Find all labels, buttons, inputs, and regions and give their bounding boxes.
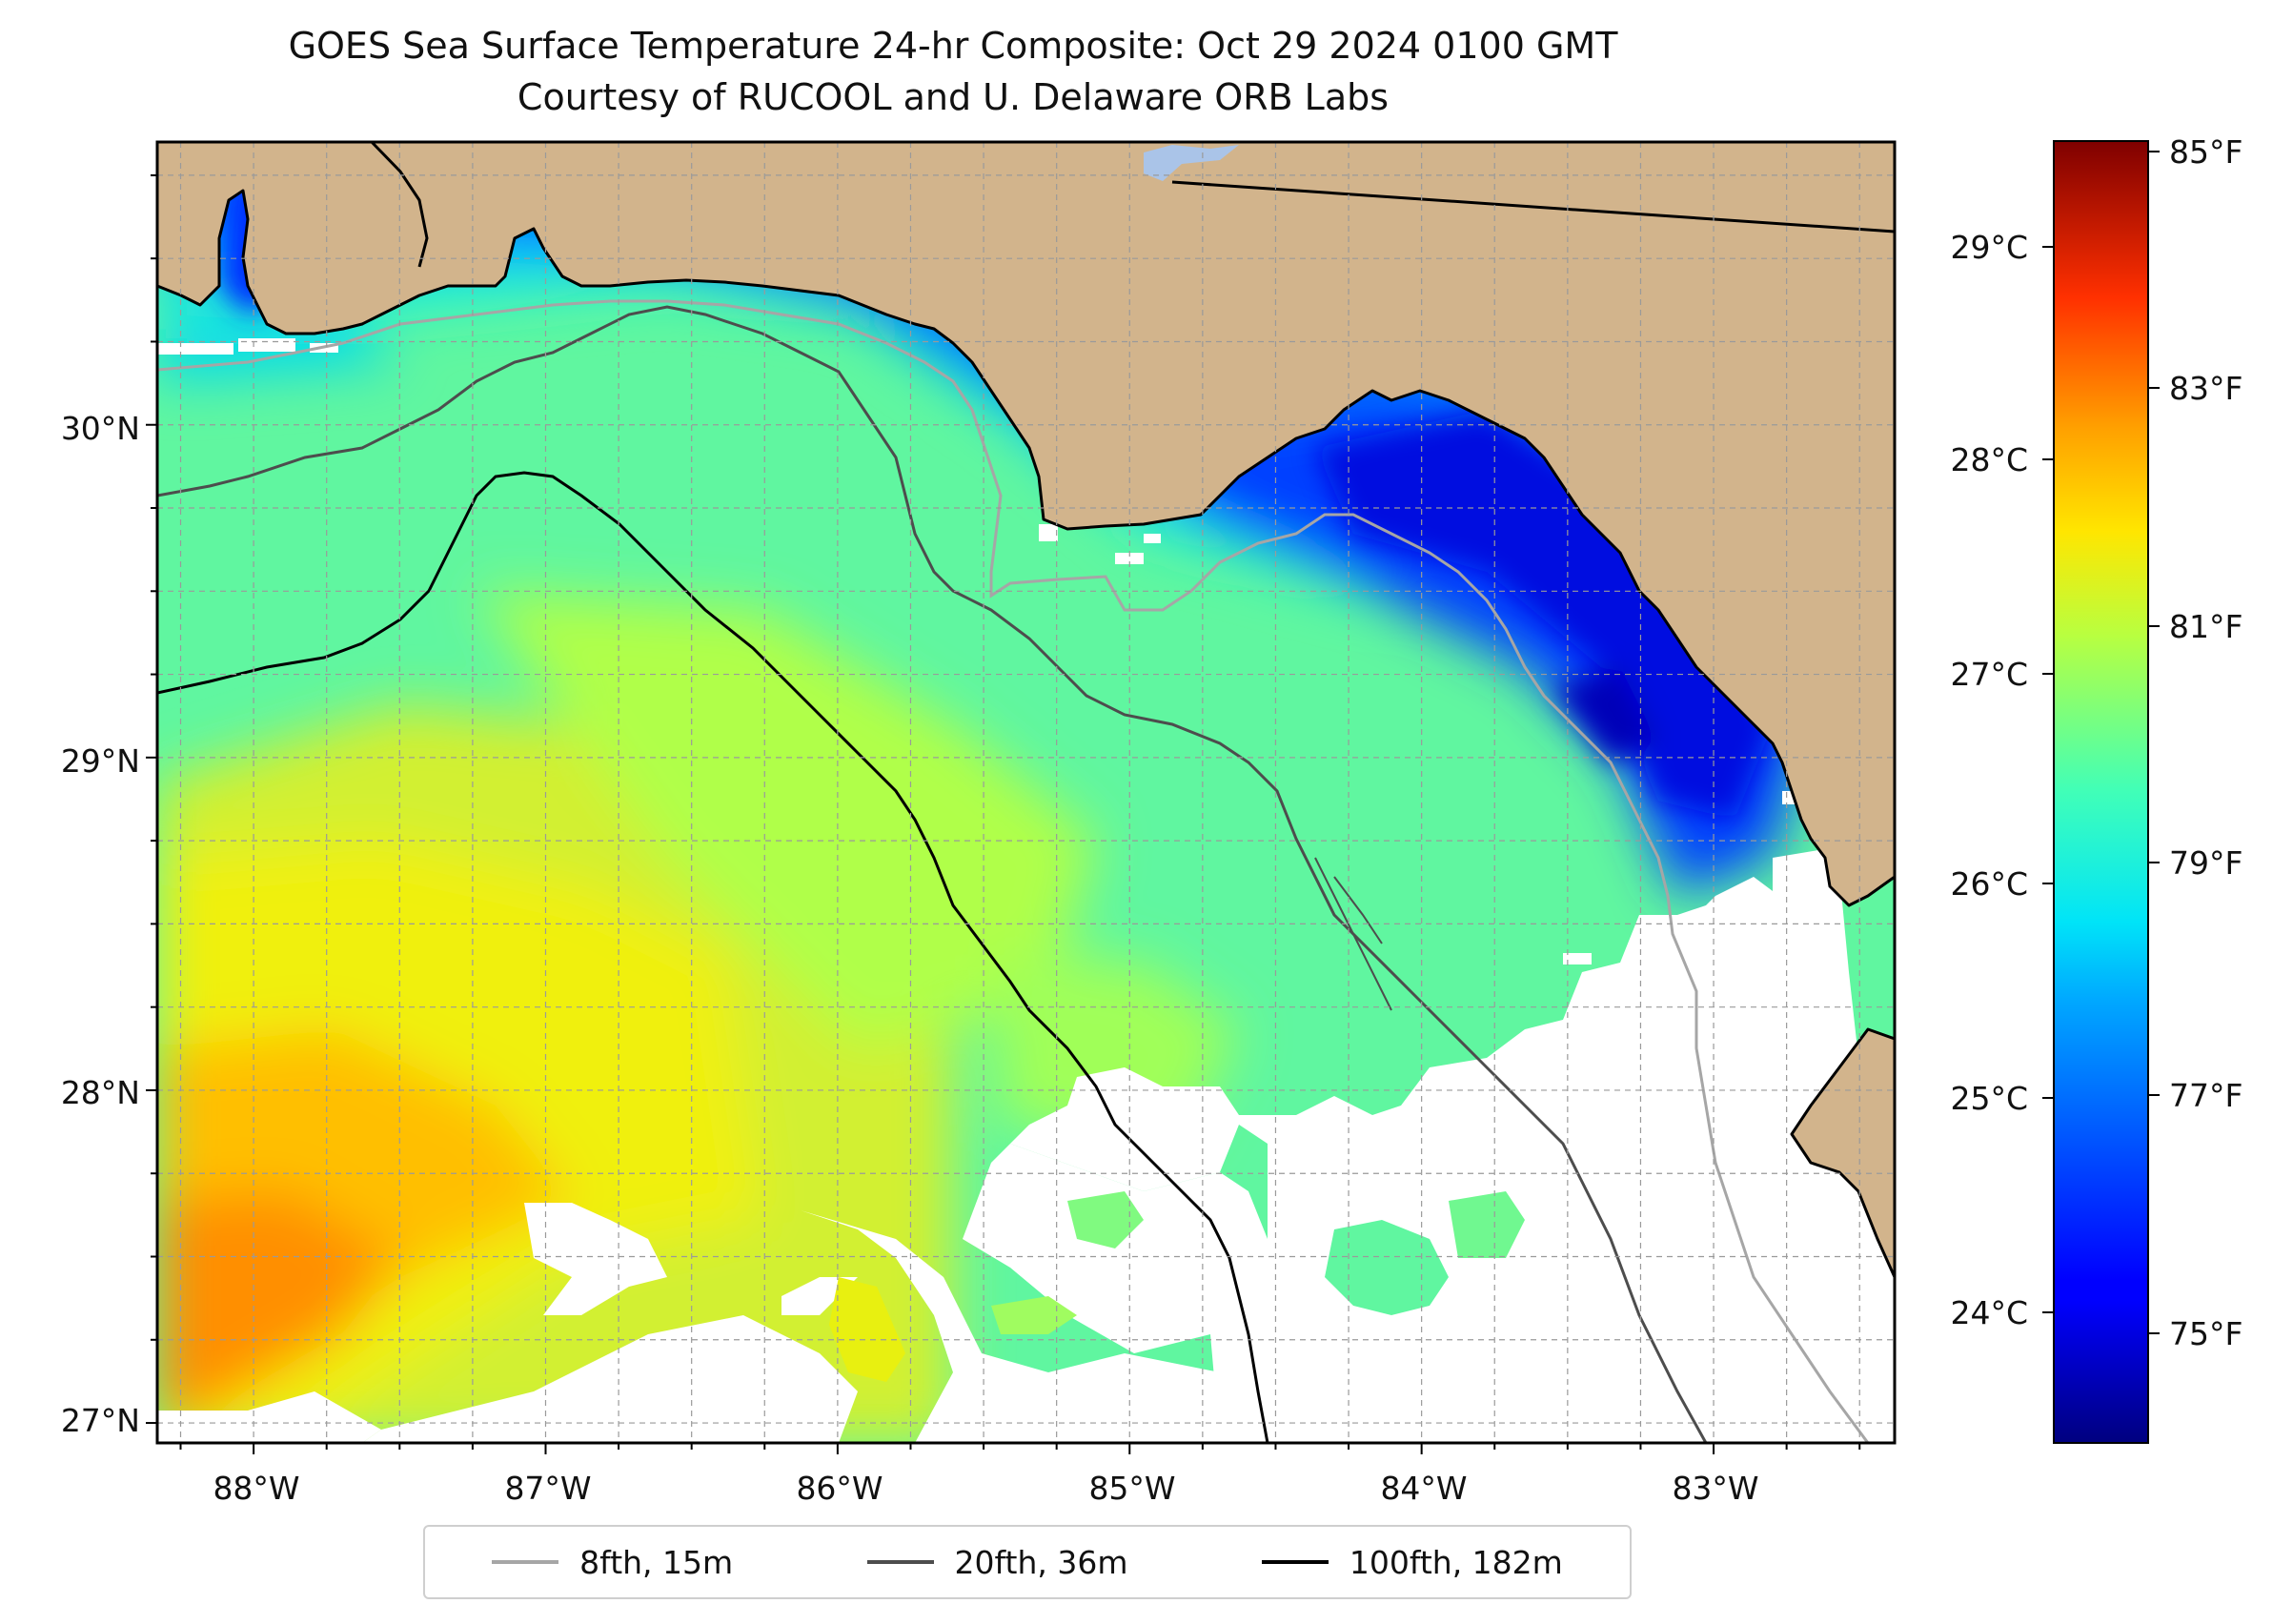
legend-item-8fth: 8fth, 15m (492, 1544, 733, 1581)
lake (1144, 145, 1239, 181)
lon-tick-label: 84°W (1380, 1470, 1467, 1507)
lon-tick-label: 86°W (796, 1470, 883, 1507)
state-boundary (1171, 180, 1895, 233)
map-area (157, 142, 1895, 1443)
lat-tick-label: 27°N (61, 1402, 140, 1439)
sst-warm-region (157, 591, 1239, 1443)
lon-tick-label: 88°W (213, 1470, 299, 1507)
legend-label: 100fth, 182m (1349, 1543, 1563, 1581)
colorbar (2053, 140, 2149, 1444)
legend-label: 8fth, 15m (579, 1543, 734, 1581)
lon-tick-label: 87°W (504, 1470, 591, 1507)
celsius-tick-label: 27°C (1950, 656, 2028, 693)
lon-tick-label: 83°W (1672, 1470, 1758, 1507)
chart-subtitle: Courtesy of RUCOOL and U. Delaware ORB L… (517, 76, 1390, 118)
lat-tick-label: 28°N (61, 1074, 140, 1111)
fahrenheit-tick-label: 77°F (2169, 1077, 2242, 1114)
lon-tick-label: 85°W (1088, 1470, 1175, 1507)
celsius-tick-label: 28°C (1950, 441, 2028, 478)
chart-title: GOES Sea Surface Temperature 24-hr Compo… (288, 25, 1618, 67)
celsius-tick-label: 24°C (1950, 1294, 2028, 1331)
fahrenheit-tick-label: 79°F (2169, 844, 2242, 882)
celsius-tick-label: 29°C (1950, 229, 2028, 266)
isobath-20fth-islands (1314, 857, 1392, 1011)
colorbar-fahrenheit-labels: 75°F 77°F 79°F 81°F 83°F 85°F (2169, 133, 2242, 1352)
river (370, 142, 429, 268)
isobath-100fth (157, 471, 1269, 1443)
lon-tick-labels: 88°W 87°W 86°W 85°W 84°W 83°W (213, 1470, 1758, 1507)
colorbar-celsius-labels: 24°C 25°C 26°C 27°C 28°C 29°C (1950, 229, 2028, 1331)
gridlines (157, 142, 1895, 1443)
colorbar-ticks (2042, 151, 2160, 1334)
axis-ticks (146, 173, 1861, 1454)
legend-item-100fth: 100fth, 182m (1261, 1543, 1563, 1581)
fahrenheit-tick-label: 83°F (2169, 370, 2242, 407)
lat-tick-label: 30°N (61, 410, 140, 447)
land (157, 142, 1895, 1279)
legend-label: 20fth, 36m (954, 1543, 1128, 1581)
legend-line-icon (492, 1560, 559, 1564)
map-frame (155, 140, 1897, 1445)
celsius-tick-label: 26°C (1950, 865, 2028, 903)
fahrenheit-tick-label: 81°F (2169, 608, 2242, 645)
isobath-20fth (157, 305, 1708, 1443)
celsius-tick-label: 25°C (1950, 1080, 2028, 1117)
legend-line-icon (866, 1560, 934, 1564)
legend-line-icon (1261, 1560, 1329, 1564)
fahrenheit-tick-label: 85°F (2169, 133, 2242, 171)
lat-tick-label: 29°N (61, 742, 140, 780)
sst-patches (829, 1191, 1525, 1382)
legend-item-20fth: 20fth, 36m (866, 1543, 1128, 1581)
legend: 8fth, 15m 20fth, 36m 100fth, 182m (423, 1525, 1632, 1599)
isobath-8fth (157, 299, 1870, 1443)
fahrenheit-tick-label: 75°F (2169, 1315, 2242, 1352)
lat-tick-labels: 27°N 28°N 29°N 30°N (61, 410, 140, 1439)
